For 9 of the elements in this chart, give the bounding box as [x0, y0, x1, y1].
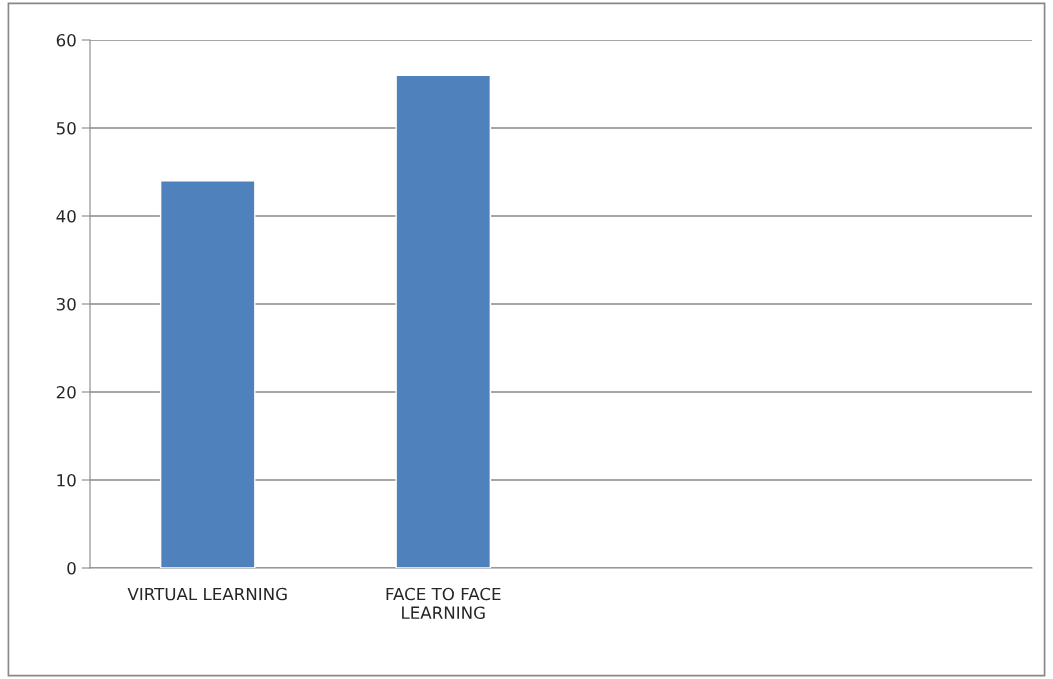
y-tick-label: 60: [56, 33, 76, 47]
x-tick-label: FACE TO FACE LEARNING: [386, 587, 501, 620]
y-tick-label: 10: [57, 473, 76, 487]
x-tick-label: VIRTUAL LEARNING: [127, 587, 287, 601]
y-tick-label: 30: [56, 297, 76, 311]
y-tick-label: 0: [67, 561, 76, 575]
y-tick-label: 50: [56, 121, 76, 135]
y-tick-label: 20: [56, 385, 76, 399]
y-tick-label: 40: [56, 209, 76, 223]
